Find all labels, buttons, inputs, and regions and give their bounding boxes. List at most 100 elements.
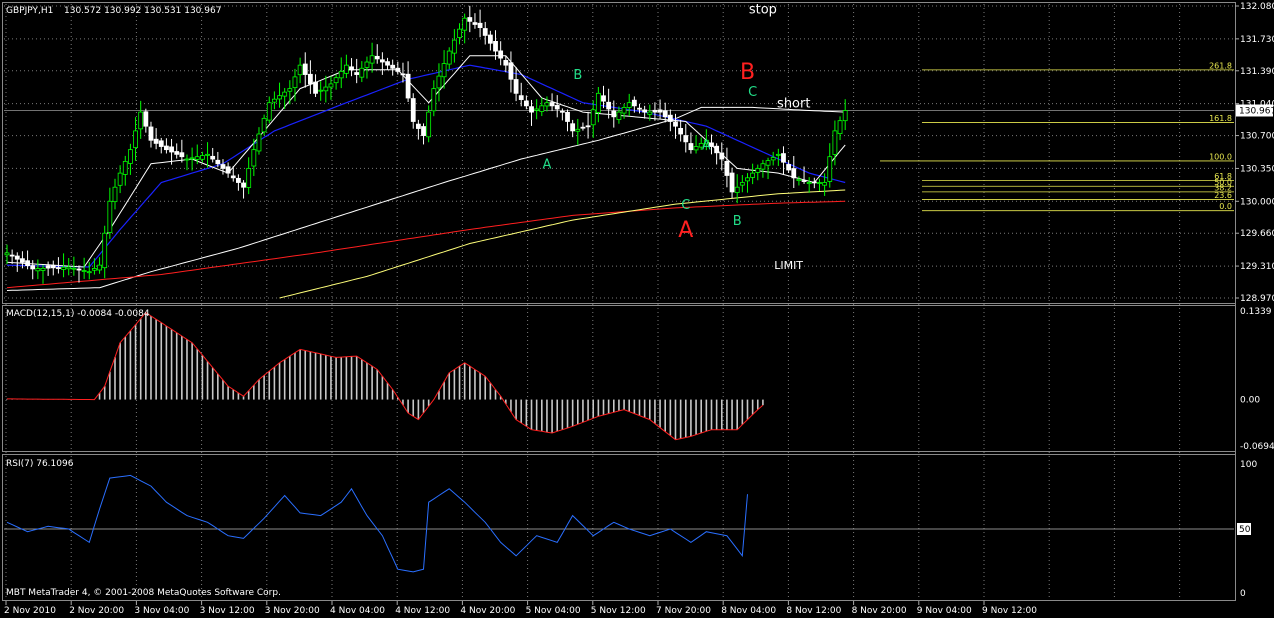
time-tick-label: 4 Nov 12:00 xyxy=(395,606,450,616)
rsi-tick-label: 100 xyxy=(1240,460,1257,470)
annotation-label: A xyxy=(678,218,693,243)
candle-body xyxy=(251,149,257,167)
candle-body xyxy=(498,50,504,59)
candle-body xyxy=(513,79,519,94)
time-tick-label: 8 Nov 04:00 xyxy=(721,606,776,616)
candle-body xyxy=(580,126,586,129)
candle-body xyxy=(698,142,704,148)
candle-body xyxy=(801,180,807,182)
ma-slow-line xyxy=(6,106,846,291)
candle-body xyxy=(493,41,498,52)
candle-body xyxy=(179,152,185,158)
candle-body xyxy=(14,255,20,260)
candle-body xyxy=(791,168,797,179)
candle-body xyxy=(318,89,324,92)
rsi-panel xyxy=(2,454,1236,601)
copyright: MBT MetaTrader 4, © 2001-2008 MetaQuotes… xyxy=(6,588,281,598)
candle-body xyxy=(539,105,545,112)
candle-body xyxy=(174,151,180,155)
candle-body xyxy=(750,172,756,178)
candle-body xyxy=(745,177,750,182)
candle-body xyxy=(554,104,560,110)
candle-body xyxy=(189,157,195,160)
candle-body xyxy=(148,126,154,141)
grid xyxy=(4,4,1234,600)
price-panel xyxy=(2,2,1236,304)
time-tick-label: 3 Nov 20:00 xyxy=(265,606,320,616)
symbol-header: GBPJPY,H1 xyxy=(6,6,53,16)
ma-blue-line xyxy=(6,64,846,268)
candle-body xyxy=(230,175,236,179)
candle-body xyxy=(590,109,596,126)
candle-body xyxy=(739,182,745,186)
candle-body xyxy=(97,264,102,271)
candle-body xyxy=(405,73,411,99)
candle-body xyxy=(647,111,653,115)
moving-averages xyxy=(6,55,846,299)
fib-label: 261.8 xyxy=(1209,61,1232,70)
fib-label: 38.2 xyxy=(1214,183,1232,192)
fib-label: 23.6 xyxy=(1214,191,1232,200)
candle-body xyxy=(827,156,833,182)
candle-body xyxy=(200,155,205,160)
time-tick-label: 8 Nov 20:00 xyxy=(852,606,907,616)
fib-label: 61.8 xyxy=(1214,172,1232,181)
candle-body xyxy=(755,168,761,173)
candle-body xyxy=(4,252,10,256)
price-tick-label: 130.000 xyxy=(1240,197,1274,207)
candle-body xyxy=(523,100,529,107)
ma-yellow-line xyxy=(279,189,846,299)
time-tick-label: 5 Nov 12:00 xyxy=(591,606,646,616)
candle-body xyxy=(45,265,51,269)
candle-body xyxy=(667,114,673,122)
candle-body xyxy=(307,73,313,85)
candle-body xyxy=(313,81,318,94)
candle-body xyxy=(436,75,442,89)
candle-body xyxy=(30,265,36,270)
candle-body xyxy=(765,160,771,166)
axes: 132.080131.730131.390131.040130.700130.3… xyxy=(4,2,1274,616)
macd-header: MACD(12,15,1) -0.0084 -0.0084 xyxy=(6,309,150,319)
rsi-header: RSI(7) 76.1096 xyxy=(6,459,74,469)
candle-body xyxy=(302,63,308,75)
candle-body xyxy=(194,156,200,160)
candle-body xyxy=(35,268,41,272)
time-tick-label: 4 Nov 20:00 xyxy=(460,606,515,616)
annotation-label: A xyxy=(542,157,551,172)
candle-body xyxy=(122,160,128,175)
annotation-label: B xyxy=(733,214,742,229)
time-tick-label: 2 Nov 20:00 xyxy=(69,606,124,616)
candle-body xyxy=(714,145,720,154)
candle-body xyxy=(349,66,354,71)
price-tick-label: 130.700 xyxy=(1240,132,1274,142)
current-price-box xyxy=(1236,104,1273,117)
time-tick-label: 5 Nov 04:00 xyxy=(526,606,581,616)
candle-body xyxy=(271,98,277,103)
ohlc-header: 130.572 130.992 130.531 130.967 xyxy=(64,6,221,16)
candle-body xyxy=(112,186,118,203)
candle-body xyxy=(256,133,262,152)
candle-body xyxy=(297,64,303,76)
rsi-line xyxy=(4,474,1234,573)
candle-body xyxy=(657,109,663,113)
candle-body xyxy=(832,130,838,155)
candle-body xyxy=(158,140,164,147)
price-tick-label: 132.080 xyxy=(1240,2,1274,12)
candle-body xyxy=(451,39,457,54)
candle-body xyxy=(760,163,766,170)
candle-body xyxy=(441,63,447,78)
candle-body xyxy=(338,71,344,79)
rsi-line-path xyxy=(6,474,748,573)
annotation-label: B xyxy=(573,68,582,83)
candle-body xyxy=(724,160,730,176)
candle-body xyxy=(529,106,534,113)
fib-label: 161.8 xyxy=(1209,114,1232,123)
candle-body xyxy=(786,164,792,171)
price-tick-label: 129.310 xyxy=(1240,262,1274,272)
candle-body xyxy=(328,83,334,88)
time-tick-label: 3 Nov 04:00 xyxy=(134,606,189,616)
candle-body xyxy=(703,139,709,145)
candle-body xyxy=(431,88,437,112)
candle-body xyxy=(359,67,365,78)
candle-body xyxy=(415,123,421,129)
